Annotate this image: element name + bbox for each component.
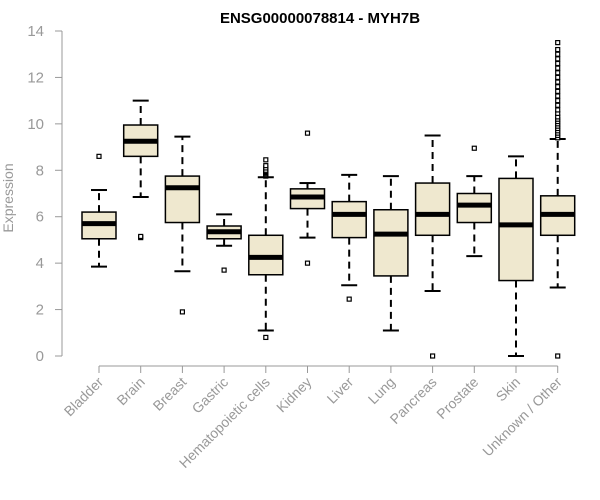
y-tick-label: 4 — [36, 255, 44, 272]
outlier-point — [555, 79, 561, 85]
x-tick-label: Prostate — [433, 374, 481, 422]
box-iqr — [331, 200, 367, 239]
y-axis: 0 2 4 6 8 10 12 14 — [27, 23, 63, 365]
x-tick-label: Liver — [324, 374, 357, 407]
outlier-point — [555, 65, 561, 71]
outlier-point — [263, 157, 269, 163]
box-item — [456, 145, 493, 258]
outlier-point — [555, 51, 561, 57]
outlier-point — [555, 107, 561, 113]
outlier-point — [555, 84, 561, 90]
box-item — [498, 155, 534, 357]
outlier-point — [96, 153, 102, 159]
outlier-point — [555, 353, 561, 359]
outlier-point — [555, 88, 561, 94]
outlier-point — [555, 56, 561, 62]
y-tick-label: 0 — [36, 348, 44, 365]
box-item — [206, 213, 242, 273]
y-tick-label: 10 — [27, 116, 44, 133]
box-item — [289, 130, 326, 266]
box-item — [539, 40, 576, 359]
outlier-point — [555, 40, 561, 46]
outlier-point — [304, 130, 311, 136]
box-item — [81, 153, 117, 268]
outlier-point — [430, 353, 436, 359]
box-item — [248, 157, 284, 341]
x-tick-label: Brain — [113, 374, 147, 408]
box-iqr — [414, 182, 451, 237]
box-iqr — [373, 209, 409, 277]
x-tick-label: Kidney — [273, 374, 315, 416]
y-tick-label: 14 — [27, 23, 44, 40]
outlier-point — [555, 102, 561, 108]
outlier-point — [221, 267, 227, 273]
x-tick-label: Breast — [150, 374, 190, 414]
chart-title: ENSG00000078814 - MYH7B — [220, 10, 420, 27]
outlier-point — [555, 46, 561, 53]
box-iqr — [164, 175, 201, 224]
x-tick-label: Unknown / Other — [479, 374, 565, 460]
outlier-point — [555, 93, 561, 99]
outlier-point — [179, 309, 185, 315]
outlier-point — [304, 260, 311, 266]
box-iqr — [456, 192, 493, 224]
outlier-point — [555, 74, 561, 81]
x-tick-label: Lung — [365, 374, 398, 407]
y-tick-label: 8 — [36, 162, 44, 179]
box-iqr — [498, 177, 534, 282]
x-tick-label: Bladder — [61, 374, 107, 420]
y-tick-label: 6 — [36, 209, 44, 226]
x-tick-label: Skin — [493, 374, 524, 405]
y-axis-label: Expression — [0, 163, 16, 232]
y-tick-label: 12 — [27, 69, 44, 86]
box-item — [373, 175, 409, 332]
box-item — [414, 134, 451, 359]
box-item — [331, 173, 367, 302]
outlier-point — [555, 70, 561, 76]
outlier-point — [263, 334, 269, 341]
box-item — [164, 135, 201, 315]
box-item — [122, 99, 159, 241]
outlier-point — [138, 233, 144, 240]
outlier-point — [555, 60, 561, 67]
outlier-point — [471, 145, 477, 151]
box-group — [81, 40, 576, 359]
y-tick-label: 2 — [36, 302, 44, 319]
outlier-point — [346, 296, 352, 302]
outlier-point — [555, 98, 561, 104]
outlier-point — [263, 163, 269, 169]
